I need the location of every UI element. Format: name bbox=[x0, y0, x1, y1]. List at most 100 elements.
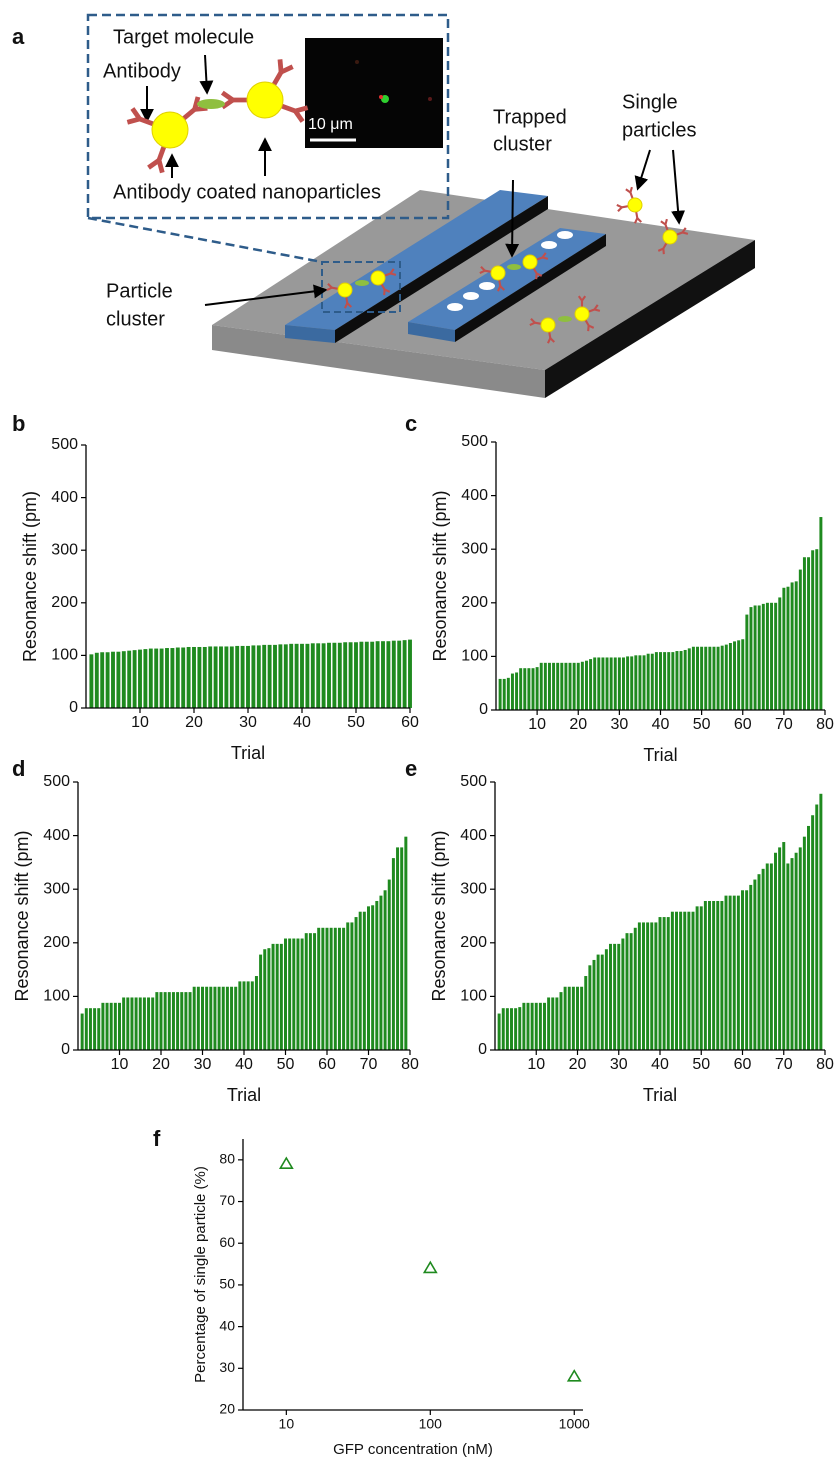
bar bbox=[167, 992, 171, 1050]
antibody bbox=[346, 302, 353, 308]
bar bbox=[213, 986, 217, 1050]
trap-holes bbox=[447, 231, 573, 311]
bar bbox=[400, 847, 404, 1050]
bar bbox=[572, 662, 576, 710]
bar bbox=[159, 648, 164, 708]
bar bbox=[116, 651, 121, 708]
bar bbox=[761, 868, 765, 1050]
annotation: cluster bbox=[493, 133, 552, 155]
bar bbox=[782, 842, 786, 1050]
bar bbox=[811, 550, 815, 710]
bar bbox=[181, 647, 186, 708]
bar bbox=[289, 643, 294, 708]
bar bbox=[209, 986, 213, 1050]
bar bbox=[724, 895, 728, 1050]
bar bbox=[292, 938, 296, 1050]
bar bbox=[518, 1007, 522, 1050]
bar bbox=[325, 927, 329, 1050]
y-tick-label: 100 bbox=[51, 647, 78, 664]
bar bbox=[588, 965, 592, 1050]
y-tick-label: 60 bbox=[219, 1234, 235, 1250]
bar bbox=[358, 911, 362, 1050]
bar bbox=[497, 1013, 501, 1050]
y-tick-label: 40 bbox=[219, 1317, 235, 1333]
bar bbox=[163, 992, 167, 1050]
bar bbox=[659, 652, 662, 710]
bar bbox=[630, 656, 634, 710]
bar bbox=[505, 1008, 509, 1050]
bar bbox=[397, 640, 402, 708]
bar bbox=[240, 645, 245, 708]
panel-label: b bbox=[12, 411, 25, 436]
bar bbox=[229, 646, 234, 708]
bar bbox=[362, 911, 366, 1050]
x-tick-label: 80 bbox=[401, 1056, 419, 1073]
bar bbox=[728, 895, 732, 1050]
x-tick-label: 40 bbox=[651, 1056, 669, 1073]
bar bbox=[201, 986, 204, 1050]
bar bbox=[622, 657, 625, 710]
bar bbox=[370, 641, 375, 708]
bar bbox=[605, 657, 609, 710]
bar bbox=[658, 917, 662, 1050]
bar bbox=[675, 911, 678, 1050]
x-tick-label: 70 bbox=[775, 716, 793, 733]
bar bbox=[97, 1008, 101, 1050]
channel-side bbox=[335, 196, 548, 343]
nanoparticle bbox=[246, 81, 284, 119]
bar bbox=[745, 614, 749, 710]
bar bbox=[337, 642, 342, 708]
bar bbox=[675, 651, 679, 710]
bar bbox=[84, 1008, 88, 1050]
bar bbox=[246, 645, 250, 708]
bar bbox=[527, 668, 531, 710]
annotation: Single bbox=[622, 91, 678, 113]
bar bbox=[790, 858, 794, 1050]
bar bbox=[538, 1002, 542, 1050]
zoom-line bbox=[87, 216, 323, 264]
bar bbox=[510, 673, 514, 710]
x-tick-label: 30 bbox=[239, 714, 257, 731]
bar bbox=[275, 943, 279, 1050]
antibody bbox=[588, 324, 595, 329]
bar bbox=[679, 651, 683, 710]
bar bbox=[670, 911, 674, 1050]
bar bbox=[238, 981, 242, 1050]
bar bbox=[321, 643, 326, 708]
x-axis-label: Trial bbox=[643, 745, 677, 765]
bar bbox=[593, 657, 597, 710]
bar bbox=[296, 938, 300, 1050]
antibody bbox=[529, 321, 536, 327]
antibody bbox=[636, 217, 643, 223]
annotation: particles bbox=[622, 119, 696, 141]
antibody bbox=[384, 288, 391, 293]
bar bbox=[703, 900, 707, 1050]
bar bbox=[769, 863, 773, 1050]
slab-side bbox=[545, 240, 755, 398]
bar bbox=[396, 847, 400, 1050]
bar bbox=[551, 997, 555, 1050]
bar bbox=[192, 646, 196, 708]
bar bbox=[321, 927, 325, 1050]
x-tick-label: 20 bbox=[185, 714, 203, 731]
bar bbox=[118, 1002, 121, 1050]
antibody bbox=[681, 227, 687, 234]
bar bbox=[662, 917, 666, 1050]
bar bbox=[666, 917, 670, 1050]
panel-label: e bbox=[405, 756, 417, 781]
bar bbox=[94, 652, 99, 708]
bar bbox=[254, 976, 258, 1050]
bar bbox=[171, 992, 175, 1050]
target-molecule bbox=[355, 280, 369, 286]
x-tick-label: 50 bbox=[347, 714, 365, 731]
annotation: Target molecule bbox=[113, 26, 254, 48]
zoom-box bbox=[86, 13, 450, 220]
bar bbox=[778, 597, 782, 710]
y-tick-label: 100 bbox=[460, 988, 487, 1005]
bar bbox=[584, 976, 588, 1050]
nanoparticle bbox=[662, 229, 678, 245]
antibody bbox=[617, 206, 623, 213]
bar bbox=[638, 655, 642, 710]
bar bbox=[234, 986, 238, 1050]
